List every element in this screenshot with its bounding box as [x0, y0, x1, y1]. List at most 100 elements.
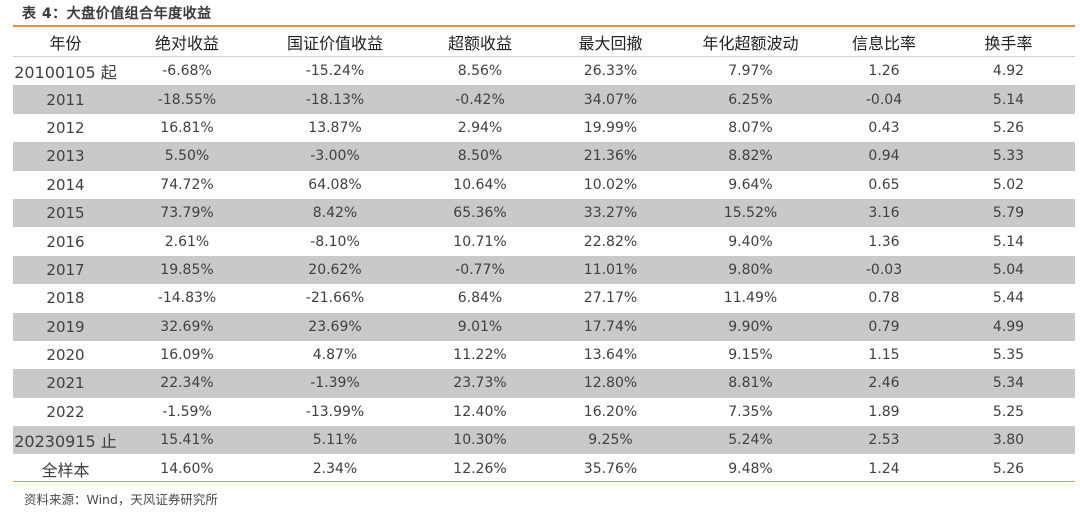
value-cell: -0.77% [414, 255, 546, 285]
value-cell: 74.72% [160, 176, 214, 193]
value-cell: 4.99 [942, 312, 1075, 341]
value-cell: 12.26% [453, 460, 507, 477]
value-cell: 1.89 [868, 403, 900, 420]
value-cell: -15.24% [305, 63, 365, 80]
value-cell: 5.11% [256, 426, 414, 455]
returns-table: 年份 绝对收益 国证价值收益 超额收益 最大回撤 年化超额波动 信息比率 换手率… [13, 28, 1075, 483]
value-cell: 33.27% [546, 198, 675, 228]
source-note: 资料来源：Wind，天风证券研究所 [24, 492, 218, 507]
value-cell: -18.55% [118, 85, 256, 114]
year-cell: 20230915 止 [13, 426, 118, 455]
value-cell: 4.87% [312, 347, 358, 364]
value-cell: 0.78 [868, 290, 900, 307]
column-header: 年份 [13, 28, 118, 57]
column-header: 年化超额波动 [675, 28, 826, 57]
value-cell: 65.36% [414, 198, 546, 228]
value-cell: 3.80 [942, 426, 1075, 455]
value-cell: 0.79 [826, 312, 942, 341]
value-cell: 8.07% [728, 119, 773, 136]
table-row: 2021 22.34% -1.39% 23.73% 12.80% 8.81% 2.46 5.3… [13, 369, 1075, 398]
value-cell: 22.82% [583, 233, 638, 250]
value-cell: 27.17% [583, 290, 638, 307]
value-cell: 5.04 [942, 255, 1075, 285]
value-cell: 0.94 [826, 142, 942, 171]
value-cell: 9.15% [728, 347, 773, 364]
value-cell: 11.22% [453, 347, 507, 364]
table-row: 2018 -14.83% -21.66% 6.84% 27.17% 11.49% 0.78 5… [13, 284, 1075, 312]
value-cell: 32.69% [118, 312, 256, 341]
table-row: 2020 16.09% 4.87% 11.22% 13.64% 9.15% 1.15 5.35 [13, 341, 1075, 369]
value-cell: 15.41% [118, 426, 256, 455]
value-cell: 1.15 [868, 347, 900, 364]
value-cell: -21.66% [305, 290, 365, 307]
value-cell: 11.49% [723, 290, 778, 307]
value-cell: 4.92 [992, 63, 1025, 80]
value-cell: 23.69% [256, 312, 414, 341]
value-cell: -0.03 [826, 255, 942, 285]
value-cell: 64.08% [308, 176, 362, 193]
value-cell: 8.81% [675, 369, 826, 398]
value-cell: -1.39% [256, 369, 414, 398]
value-cell: -8.10% [310, 233, 360, 250]
value-cell: 15.52% [675, 198, 826, 228]
value-cell: 10.64% [453, 176, 507, 193]
bottom-rule [13, 481, 1075, 482]
table-caption: 表 4：大盘价值组合年度收益 [22, 6, 212, 22]
value-cell: 3.16 [826, 198, 942, 228]
value-cell: 13.87% [308, 119, 362, 136]
table-row: 2019 32.69% 23.69% 9.01% 17.74% 9.90% 0.79 4.99 [13, 312, 1075, 341]
value-cell: 19.85% [118, 255, 256, 285]
table-row: 全样本 14.60% 2.34% 12.26% 35.76% 9.48% 1.24 5.26 [13, 454, 1075, 482]
column-header: 最大回撤 [546, 28, 675, 57]
value-cell: 21.36% [546, 142, 675, 171]
table-row: 2016 2.61% -8.10% 10.71% 22.82% 9.40% 1.36 5.14 [13, 227, 1075, 255]
column-header: 绝对收益 [118, 28, 256, 57]
value-cell: 2.46 [826, 369, 942, 398]
value-cell: 14.60% [160, 460, 214, 477]
table-row: 2022 -1.59% -13.99% 12.40% 16.20% 7.35% 1.89 5.… [13, 398, 1075, 426]
value-cell: 5.24% [675, 426, 826, 455]
year-cell: 2014 [46, 175, 85, 194]
header-row: 年份 绝对收益 国证价值收益 超额收益 最大回撤 年化超额波动 信息比率 换手率 [13, 28, 1075, 57]
table-row: 2017 19.85% 20.62% -0.77% 11.01% 9.80% -0.03 5.… [13, 255, 1075, 285]
value-cell: 12.80% [546, 369, 675, 398]
value-cell: 13.64% [583, 347, 638, 364]
year-cell: 2018 [46, 289, 85, 308]
value-cell: 16.09% [160, 347, 214, 364]
value-cell: 7.97% [728, 63, 773, 80]
table-row: 2011 -18.55% -18.13% -0.42% 34.07% 6.25% -0.04… [13, 85, 1075, 114]
column-header: 信息比率 [826, 28, 942, 57]
value-cell: 17.74% [546, 312, 675, 341]
value-cell: 12.40% [453, 403, 507, 420]
value-cell: 5.50% [118, 142, 256, 171]
value-cell: 5.35 [992, 347, 1025, 364]
table-row: 20100105 起 -6.68% -15.24% 8.56% 26.33% 7.97% 1… [13, 57, 1075, 86]
table-row: 2012 16.81% 13.87% 2.94% 19.99% 8.07% 0.43 5.26 [13, 114, 1075, 142]
value-cell: 34.07% [546, 85, 675, 114]
value-cell: 5.26 [992, 119, 1025, 136]
value-cell: 8.50% [414, 142, 546, 171]
table-row: 2014 74.72% 64.08% 10.64% 10.02% 9.64% 0.65 5.0… [13, 171, 1075, 199]
value-cell: -1.59% [162, 403, 212, 420]
value-cell: 9.40% [728, 233, 773, 250]
value-cell: 22.34% [118, 369, 256, 398]
value-cell: 10.30% [414, 426, 546, 455]
value-cell: -3.00% [256, 142, 414, 171]
year-cell: 2020 [46, 346, 85, 365]
value-cell: 5.02 [992, 176, 1025, 193]
value-cell: 19.99% [583, 119, 638, 136]
value-cell: 8.42% [256, 198, 414, 228]
value-cell: 9.80% [675, 255, 826, 285]
year-cell: 2022 [46, 402, 85, 421]
year-cell: 2019 [13, 312, 118, 341]
value-cell: 5.79 [942, 198, 1075, 228]
value-cell: -13.99% [305, 403, 365, 420]
value-cell: 0.65 [868, 176, 900, 193]
value-cell: 9.48% [728, 460, 773, 477]
value-cell: -0.04 [826, 85, 942, 114]
table-row: 2013 5.50% -3.00% 8.50% 21.36% 8.82% 0.94 5.33 [13, 142, 1075, 171]
value-cell: 10.71% [453, 233, 507, 250]
value-cell: 1.24 [868, 460, 900, 477]
value-cell: 10.02% [583, 176, 638, 193]
value-cell: 5.33 [942, 142, 1075, 171]
